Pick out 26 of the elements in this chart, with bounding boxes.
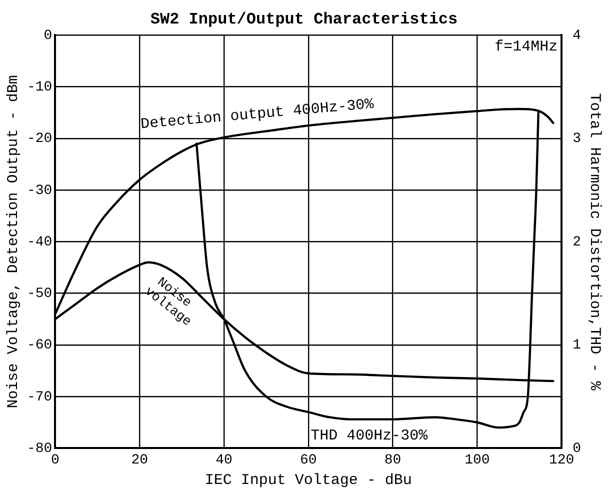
- y-tick-label: -40: [26, 234, 52, 250]
- y-tick-label: -60: [26, 338, 52, 354]
- y-axis-title: Noise Voltage, Detection Output - dBm: [4, 75, 22, 408]
- annotation: f=14MHz: [494, 38, 558, 56]
- chart-title: SW2 Input/Output Characteristics: [150, 10, 458, 29]
- y2-tick-label: 1: [572, 338, 582, 354]
- x-tick-label: 40: [216, 452, 232, 468]
- y2-tick-label: 2: [572, 234, 582, 250]
- x-tick-label: 20: [131, 452, 148, 468]
- y-tick-label: -50: [26, 286, 52, 302]
- y2-axis-title: Total Harmonic Distortion,THD - %: [586, 93, 604, 392]
- y-tick-label: -80: [26, 440, 52, 457]
- y-tick-label: -70: [26, 389, 52, 406]
- y-tick-label: 0: [44, 28, 52, 44]
- y2-tick-label: 4: [572, 28, 582, 44]
- y-tick-label: -10: [26, 80, 52, 96]
- y-tick-label: -20: [26, 131, 52, 148]
- x-axis-title: IEC Input Voltage - dBu: [204, 472, 412, 489]
- x-tick-label: 80: [384, 452, 402, 468]
- series-label: Detection output 400Hz-30%: [140, 96, 374, 134]
- x-tick-label: 60: [300, 452, 317, 468]
- y2-tick-label: 0: [572, 440, 582, 457]
- x-tick-label: 120: [548, 452, 574, 468]
- y-tick-label: -30: [26, 182, 52, 199]
- x-tick-label: 100: [464, 452, 490, 468]
- y2-tick-label: 3: [572, 131, 582, 148]
